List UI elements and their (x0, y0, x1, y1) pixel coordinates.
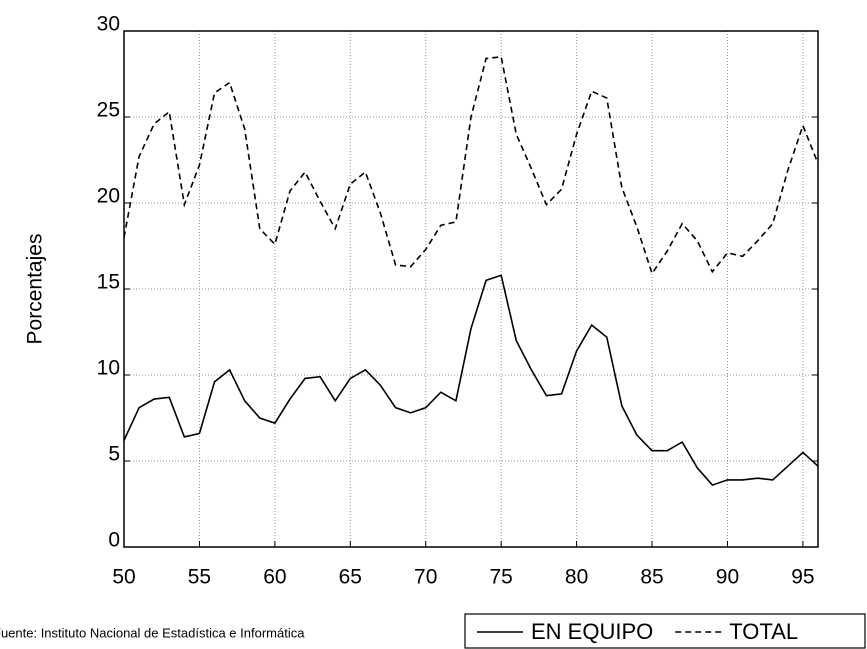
x-tick-label: 85 (640, 566, 663, 589)
legend-label: TOTAL (729, 619, 798, 644)
y-tick-label: 20 (97, 185, 120, 208)
line-series (123, 55, 819, 276)
y-tick-label: 15 (97, 271, 120, 294)
legend-label: EN EQUIPO (531, 619, 653, 644)
x-tick-label: 90 (716, 566, 739, 589)
x-tick-label: 50 (112, 566, 135, 589)
y-tick-label: 10 (97, 357, 120, 380)
x-tick-label: 55 (188, 566, 211, 589)
x-tick-label: 60 (263, 566, 286, 589)
plot-frame (123, 30, 819, 548)
x-tick-label: 95 (791, 566, 814, 589)
y-axis-label: Porcentajes (24, 234, 47, 345)
line-series (123, 274, 819, 487)
x-tick-label: 70 (414, 566, 437, 589)
source-note: Fuente: Instituto Nacional de Estadístic… (0, 625, 305, 640)
y-tick-label: 5 (108, 443, 120, 466)
y-tick-label: 0 (108, 529, 120, 552)
legend-box (464, 613, 866, 649)
x-tick-label: 75 (489, 566, 512, 589)
x-tick-label: 80 (565, 566, 588, 589)
y-tick-label: 30 (97, 13, 120, 36)
y-tick-label: 25 (97, 99, 120, 122)
x-tick-label: 65 (339, 566, 362, 589)
